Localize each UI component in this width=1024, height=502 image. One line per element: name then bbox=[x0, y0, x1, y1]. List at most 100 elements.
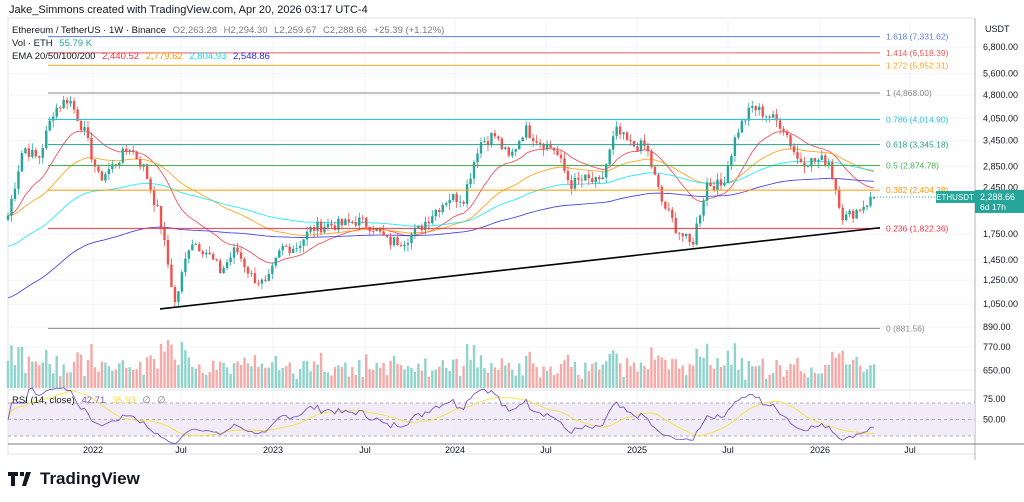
volume-bar bbox=[563, 360, 566, 388]
volume-bar bbox=[333, 367, 337, 388]
volume-bar bbox=[149, 355, 152, 388]
candle-body bbox=[625, 132, 629, 140]
ema100-line bbox=[7, 161, 875, 247]
plot-area bbox=[7, 17, 976, 455]
volume-bar bbox=[719, 366, 723, 388]
rsi-label: RSI (14, close) bbox=[12, 395, 75, 406]
candle-body bbox=[48, 120, 51, 131]
candle-body bbox=[799, 158, 803, 163]
volume-legend[interactable]: Vol · ETH 55.79 K bbox=[12, 38, 96, 49]
trendline bbox=[159, 226, 881, 310]
candle-body bbox=[305, 231, 309, 240]
volume-bar bbox=[413, 371, 417, 388]
volume-bar bbox=[514, 375, 517, 388]
volume-bar bbox=[427, 376, 431, 388]
candle-body bbox=[159, 206, 163, 229]
candle-body bbox=[194, 244, 198, 245]
candle-body bbox=[712, 186, 716, 191]
volume-bar bbox=[594, 362, 597, 388]
rsi-value: 42.71 bbox=[81, 395, 106, 406]
volume-bar bbox=[775, 360, 778, 388]
volume-bar bbox=[747, 360, 750, 388]
candle-body bbox=[368, 226, 371, 232]
candle-body bbox=[664, 201, 667, 209]
ema50-value: 2,779.62 bbox=[145, 51, 183, 62]
volume-bar bbox=[159, 343, 163, 388]
chart-credit: Jake_Simmons created with TradingView.co… bbox=[9, 4, 368, 16]
ohlc-change: +25.39 (+1.12%) bbox=[373, 25, 445, 36]
candle-body bbox=[396, 237, 399, 246]
volume-bar bbox=[625, 358, 629, 388]
candle-body bbox=[747, 107, 750, 121]
candle-body bbox=[438, 209, 441, 212]
volume-bar bbox=[549, 366, 552, 388]
candle-body bbox=[330, 223, 333, 226]
brand-name: TradingView bbox=[40, 469, 140, 488]
symbol-legend: Ethereum / TetherUS · 1W · Binance O2,26… bbox=[12, 25, 448, 36]
candle-body bbox=[271, 265, 274, 274]
volume-bar bbox=[170, 344, 173, 388]
candle-body bbox=[20, 153, 24, 172]
candle-body bbox=[267, 273, 271, 281]
symbol-title[interactable]: Ethereum / TetherUS · 1W · Binance bbox=[12, 25, 166, 36]
candle-body bbox=[580, 179, 584, 181]
candle-body bbox=[424, 221, 427, 231]
fib-label-0.236: 0.236 (1,822.36) bbox=[886, 223, 949, 233]
candle-body bbox=[55, 107, 58, 117]
volume-bar bbox=[229, 373, 232, 388]
candle-body bbox=[145, 164, 149, 179]
volume-bar bbox=[368, 369, 371, 388]
volume-bar bbox=[385, 375, 389, 388]
volume-bar bbox=[295, 378, 298, 388]
volume-bar bbox=[378, 367, 382, 388]
candle-body bbox=[302, 239, 305, 246]
candle-body bbox=[333, 225, 337, 230]
volume-bar bbox=[577, 374, 580, 388]
volume-bar bbox=[556, 373, 559, 388]
volume-bar bbox=[250, 366, 253, 388]
volume-bar bbox=[420, 370, 424, 388]
candle-body bbox=[10, 198, 13, 216]
candle-body bbox=[288, 246, 291, 254]
volume-bar bbox=[264, 367, 267, 388]
time-tick: Jul bbox=[359, 445, 371, 455]
candle-body bbox=[17, 171, 20, 189]
time-tick: 2026 bbox=[810, 445, 830, 455]
rsi-legend[interactable]: RSI (14, close) 42.71 35.93 ∅ ∅ bbox=[12, 395, 170, 406]
fib-label-1: 1 (4,868.00) bbox=[886, 88, 932, 98]
candle-body bbox=[319, 221, 323, 233]
ema-legend[interactable]: EMA 20/50/100/200 2,440.52 2,779.62 2,80… bbox=[12, 51, 274, 62]
volume-bar bbox=[869, 365, 872, 388]
fib-label-0: 0 (881.56) bbox=[886, 323, 925, 333]
volume-bar bbox=[128, 367, 131, 388]
candle-body bbox=[671, 209, 674, 219]
tradingview-logo[interactable]: TradingView bbox=[8, 469, 140, 489]
candle-body bbox=[410, 234, 413, 244]
volume-bar bbox=[52, 373, 55, 388]
volume-bar bbox=[375, 362, 378, 388]
volume-bar bbox=[709, 365, 712, 388]
volume-bar bbox=[257, 366, 260, 388]
volume-bar bbox=[281, 367, 284, 388]
volume-bar bbox=[684, 375, 688, 388]
volume-bar bbox=[615, 353, 618, 388]
volume-bar bbox=[72, 361, 76, 388]
volume-bar bbox=[858, 365, 862, 388]
volume-bar bbox=[566, 354, 570, 388]
candle-body bbox=[796, 152, 799, 159]
volume-bar bbox=[114, 369, 118, 388]
candle-body bbox=[427, 221, 431, 224]
candle-body bbox=[163, 228, 166, 240]
volume-bar bbox=[45, 349, 48, 388]
volume-bar bbox=[455, 358, 458, 388]
volume-bar bbox=[38, 365, 41, 388]
candle-body bbox=[531, 138, 535, 142]
volume-bar bbox=[528, 351, 531, 388]
volume-bar bbox=[552, 375, 556, 388]
candle-body bbox=[632, 140, 636, 147]
candle-body bbox=[483, 141, 486, 143]
price-tick: 890.00 bbox=[983, 322, 1011, 332]
candle-body bbox=[698, 215, 702, 224]
volume-bar bbox=[531, 363, 535, 388]
